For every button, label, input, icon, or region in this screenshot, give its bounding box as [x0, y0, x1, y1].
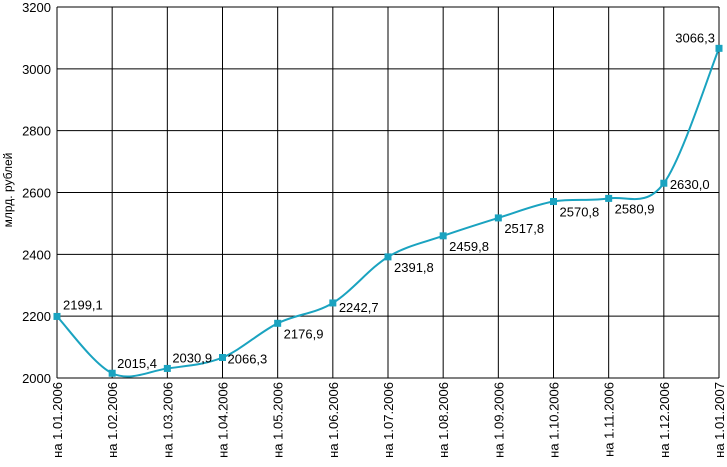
data-point: [605, 194, 613, 202]
y-tick-label: 2800: [22, 124, 51, 139]
x-tick-label: на 1.07.2006: [381, 382, 396, 458]
markers-layer: [53, 44, 723, 377]
data-label: 2066,3: [228, 352, 268, 367]
data-point: [163, 364, 171, 372]
x-tick-label: на 1.04.2006: [216, 382, 231, 458]
data-label: 2580,9: [615, 201, 655, 216]
data-point: [715, 44, 723, 52]
data-label: 2176,9: [284, 326, 324, 341]
data-point: [494, 214, 502, 222]
x-tick-label: на 1.05.2006: [271, 382, 286, 458]
data-point: [439, 232, 447, 240]
y-tick-label: 2200: [22, 309, 51, 324]
x-tick-label: на 1.10.2006: [547, 382, 562, 458]
x-tick-label: на 1.12.2006: [657, 382, 672, 458]
grid-lines: [56, 6, 720, 379]
data-point: [384, 253, 392, 261]
x-tick-label: на 1.03.2006: [160, 382, 175, 458]
x-tick-label: на 1.01.2006: [50, 382, 65, 458]
y-tick-label: 2400: [22, 247, 51, 262]
data-point: [53, 312, 61, 320]
data-labels-layer: 2199,1 2015,4 2030,9 2066,3 2176,9 2242,7 2391…: [63, 30, 715, 371]
x-tick-label: на 1.02.2006: [105, 382, 120, 458]
y-tick-label: 3200: [22, 0, 51, 15]
data-label: 2459,8: [449, 239, 489, 254]
data-label: 2570,8: [560, 205, 600, 220]
data-label: 3066,3: [675, 30, 715, 45]
data-point: [660, 179, 668, 187]
y-axis-title: млрд. рублей: [1, 153, 15, 228]
data-label: 2015,4: [117, 356, 157, 371]
data-label: 2391,8: [394, 260, 434, 275]
data-point: [108, 369, 116, 377]
x-tick-label: на 1.06.2006: [326, 382, 341, 458]
data-point: [274, 319, 282, 327]
y-tick-labels: 2000 2200 2400 2600 2800 3000 3200: [22, 0, 51, 386]
data-label: 2242,7: [339, 300, 379, 315]
data-point: [219, 354, 226, 362]
y-tick-label: 2600: [22, 186, 51, 201]
y-tick-label: 3000: [22, 62, 51, 77]
x-tick-label: на 1.08.2006: [436, 382, 451, 458]
data-label: 2199,1: [63, 297, 103, 312]
x-tick-label: на 1.09.2006: [491, 382, 506, 458]
data-label: 2517,8: [504, 221, 544, 236]
y-tick-label: 2000: [22, 371, 51, 386]
data-point: [550, 198, 557, 206]
x-tick-labels: на 1.01.2006 на 1.02.2006 на 1.03.2006 на 1…: [50, 382, 727, 458]
x-tick-label: на 1.11.2006: [602, 382, 617, 457]
data-label: 2630,0: [670, 177, 710, 192]
data-label: 2030,9: [172, 350, 212, 365]
x-tick-label: на 1.01.2007: [712, 382, 727, 458]
data-point: [329, 299, 337, 307]
